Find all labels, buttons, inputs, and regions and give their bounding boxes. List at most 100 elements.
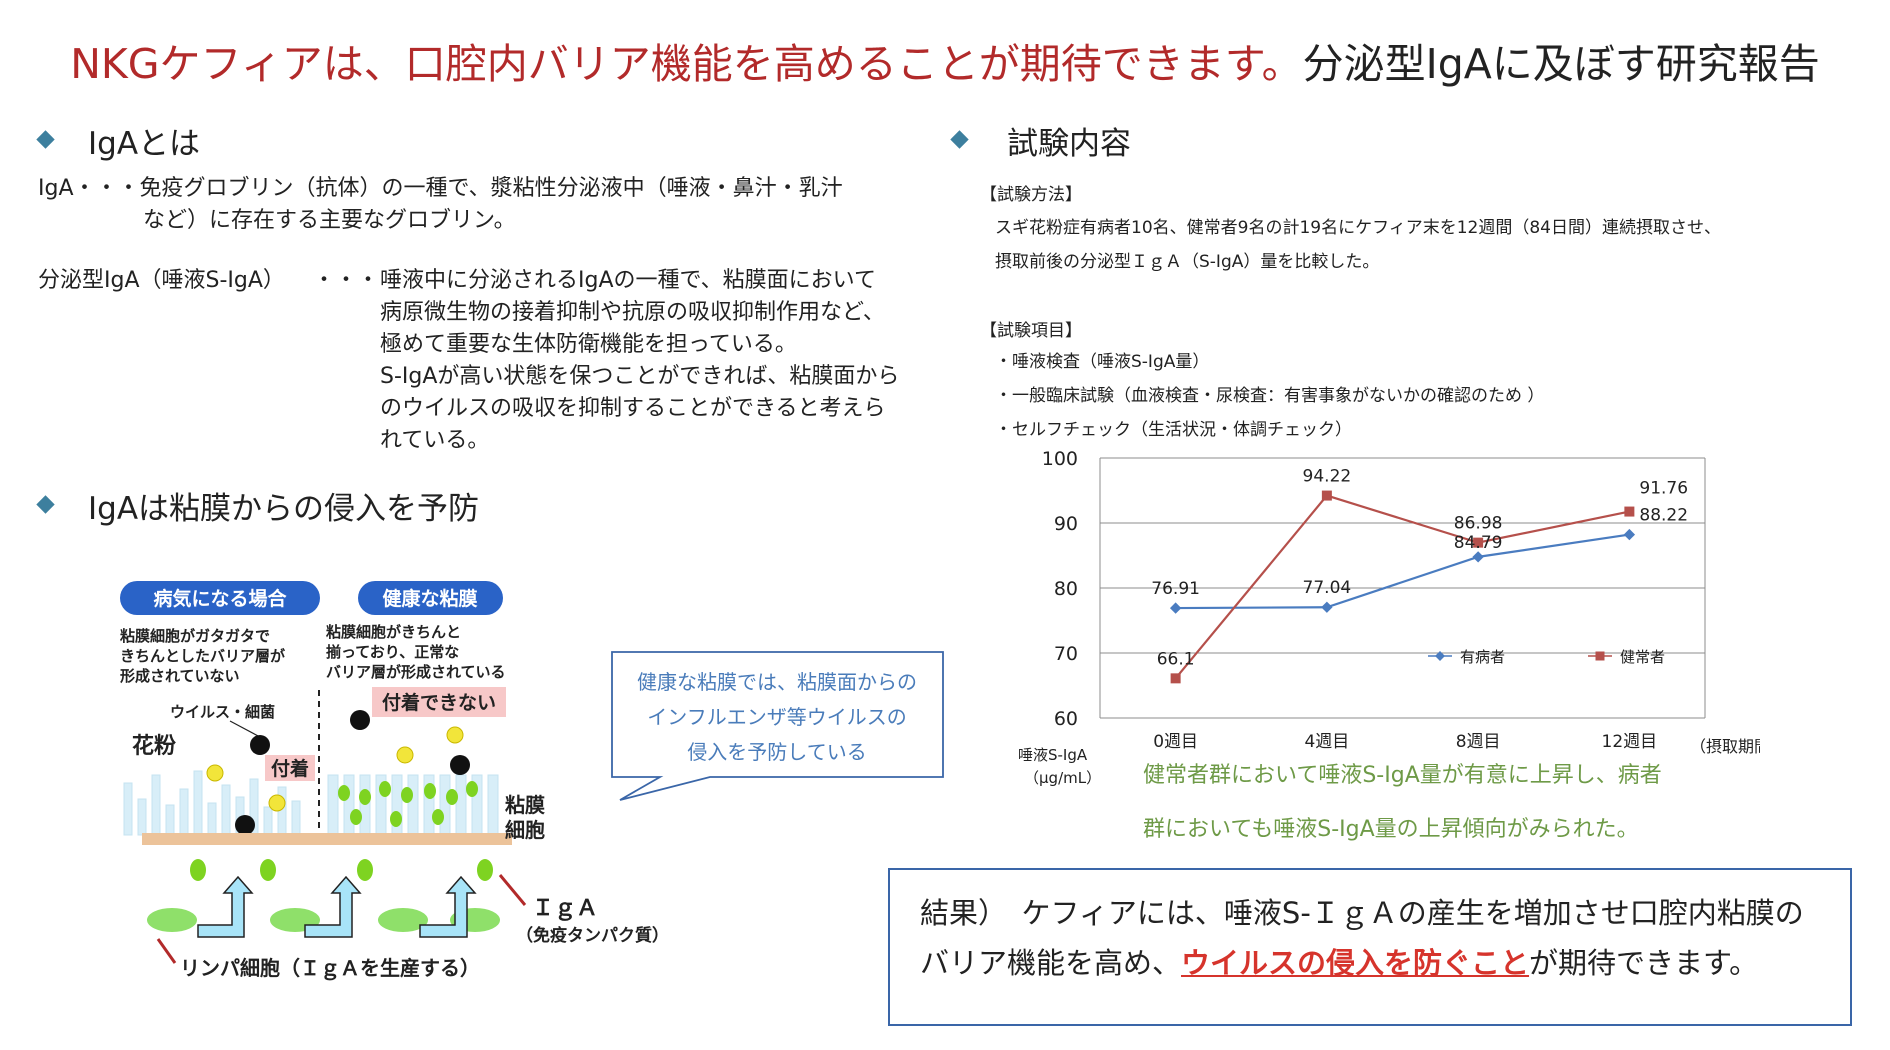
pill-sick-label: 病気になる場合 (153, 587, 287, 610)
siga-line-chart: 60 70 80 90 100 0週目 4週目 8週目 12週目 76.91 77.04 84.7… (1018, 448, 1760, 787)
healthy-desc-line: 揃っており、正常な (326, 643, 459, 661)
pill-sick (120, 581, 320, 615)
iga-definition: IgA・・・免疫グロブリン（抗体）の一種で、漿粘性分泌液中（唾液・鼻汁・乳汁 (38, 173, 938, 205)
siga-line: 極めて重要な生体防衛機能を担っている。 (380, 332, 797, 357)
pill-healthy-label: 健康な粘膜 (382, 587, 477, 610)
x-tick-label: 12週目 (1602, 732, 1658, 752)
iga-def-line1: ・・・免疫グロブリン（抗体）の一種で、漿粘性分泌液中（唾液・鼻汁・乳汁 (73, 176, 843, 201)
bullet-icon (36, 130, 55, 149)
pollen-label: 花粉 (132, 733, 176, 759)
page-title: NKGケフィアは、口腔内バリア機能を高めることが期待できます。分泌型IgAに及ぼ… (0, 30, 1890, 90)
test-item: ・唾液検査（唾液S-IgA量） (995, 352, 1210, 372)
callout-line: 健康な粘膜では、粘膜面からの (637, 670, 917, 694)
legend-label: 有病者 (1460, 648, 1505, 666)
attached-label: 付着 (271, 757, 309, 780)
iga-dots-healthy (338, 781, 478, 827)
data-point (1170, 673, 1181, 684)
lymph-pointer (156, 938, 177, 964)
iga-dots-below (190, 859, 493, 881)
data-label: 94.22 (1303, 467, 1352, 487)
heading-test: 試験内容 (1007, 126, 1131, 162)
data-label: 91.76 (1639, 479, 1688, 499)
data-point (1169, 602, 1182, 614)
data-point (1473, 537, 1484, 548)
mucosa-label: 細胞 (505, 818, 545, 842)
pollen-icons (206, 726, 464, 812)
iga-def-line2: など）に存在する主要なグロブリン。 (143, 208, 516, 233)
callout-bubble (611, 651, 944, 801)
x-tick-label: 8週目 (1456, 732, 1501, 752)
siga-term-text: 分泌型IgA（唾液S-IgA） (38, 268, 285, 293)
series-line-有病者 (1175, 533, 1630, 610)
data-label: 66.1 (1157, 649, 1195, 669)
healthy-desc-line: バリア層が形成されている (326, 663, 506, 681)
x-axis-label: （摂取期間） (1690, 737, 1760, 756)
title-main: NKGケフィアは、口腔内バリア機能を高めることが期待できます。 (70, 40, 1303, 88)
siga-line: 唾液中に分泌されるIgAの一種で、粘膜面において (380, 268, 876, 293)
y-tick-label: 100 (1042, 448, 1078, 470)
siga-line: S-IgAが高い状態を保つことができれば、粘膜面から (380, 364, 900, 389)
items-title: 【試験項目】 (980, 321, 1082, 341)
data-label: 86.98 (1454, 514, 1503, 534)
callout-line: インフルエンザ等ウイルスの (647, 705, 907, 729)
callout-text: 健康な粘膜では、粘膜面からの インフルエンザ等ウイルスの 侵入を予防している (612, 665, 942, 770)
data-label: 84.79 (1454, 533, 1503, 553)
virus-label: ウイルス・細菌 (170, 703, 275, 721)
iga-label: ＩｇＡ (532, 896, 598, 921)
data-point (1624, 506, 1635, 517)
barrier-layer (142, 833, 512, 845)
production-arrows (197, 875, 477, 938)
legend-label: 健常者 (1620, 648, 1665, 666)
method-line: 摂取前後の分泌型ＩｇＡ（S-IgA）量を比較した。 (995, 252, 1380, 272)
test-item: ・一般臨床試験（血液検査・尿検査：有害事象がないかの確認のため ） (995, 386, 1545, 406)
data-label: 76.91 (1151, 579, 1200, 599)
bullet-icon (950, 130, 969, 149)
y-axis-unit: （μg/mL） (1024, 769, 1101, 787)
data-label: 88.22 (1639, 506, 1688, 526)
siga-term: 分泌型IgA（唾液S-IgA） (38, 265, 285, 297)
x-tick-label: 0週目 (1153, 732, 1198, 752)
iga-term: IgA (38, 176, 74, 201)
sick-desc-line: 粘膜細胞がガタガタで (120, 627, 270, 645)
method-title: 【試験方法】 (980, 185, 1082, 205)
iga-sub-label: （免疫タンパク質） (516, 925, 669, 946)
y-tick-label: 60 (1054, 708, 1078, 730)
lymph-label: リンパ細胞（ＩｇＡを生産する） (180, 956, 480, 981)
result-highlight: ウイルスの侵入を防ぐこと (1181, 946, 1530, 980)
mucosa-illustration: 病気になる場合 健康な粘膜 粘膜細胞がガタガタで きちんとしたバリア層が 形成さ… (120, 581, 669, 981)
result-prefix: 結果） ケフィアには、唾液S-ＩｇＡの産生を増加させ口腔内粘膜のバリア機能を高め… (920, 896, 1804, 980)
virus-icons (235, 710, 470, 835)
result-note-line: 健常者群において唾液S-IgA量が有意に上昇し、病者 (1143, 763, 1662, 788)
legend-marker (1435, 651, 1445, 661)
data-point (1623, 528, 1636, 541)
not-attached-box (372, 687, 506, 717)
iga-pointer (498, 874, 527, 906)
test-item: ・セルフチェック（生活状況・体調チェック） (995, 420, 1352, 440)
attached-box (265, 755, 315, 781)
y-tick-label: 70 (1054, 643, 1078, 665)
result-note-line: 群においても唾液S-IgA量の上昇傾向がみられた。 (1143, 817, 1639, 842)
series-line-健常者 (1174, 494, 1630, 680)
heading-prevention: IgAは粘膜からの侵入を予防 (88, 491, 480, 527)
data-label: 77.04 (1303, 578, 1352, 598)
bullet-icon (36, 495, 55, 514)
title-sub: 分泌型IgAに及ぼす研究報告 (1302, 40, 1820, 88)
callout-line: 侵入を予防している (687, 740, 867, 764)
siga-description: 唾液中に分泌されるIgAの一種で、粘膜面において 病原微生物の接着抑制や抗原の吸… (380, 265, 899, 457)
siga-line: 病原微生物の接着抑制や抗原の吸収抑制作用など、 (380, 300, 885, 325)
mucosa-label: 粘膜 (505, 793, 545, 817)
heading-iga: IgAとは (88, 126, 201, 162)
y-tick-label: 80 (1054, 578, 1078, 600)
data-point (1321, 601, 1333, 613)
method-line: スギ花粉症有病者10名、健常者9名の計19名にケフィア末を12週間（84日間）連… (995, 218, 1722, 238)
legend-marker (1595, 651, 1605, 661)
pill-healthy (358, 581, 503, 615)
not-attached-label: 付着できない (382, 691, 496, 714)
siga-line: れている。 (380, 428, 490, 453)
y-tick-label: 90 (1054, 513, 1078, 535)
data-point (1321, 490, 1332, 501)
x-tick-label: 4週目 (1304, 732, 1349, 752)
healthy-desc-line: 粘膜細胞がきちんと (326, 623, 461, 641)
result-suffix: が期待できます。 (1529, 946, 1759, 980)
sick-desc-line: きちんとしたバリア層が (120, 647, 286, 665)
